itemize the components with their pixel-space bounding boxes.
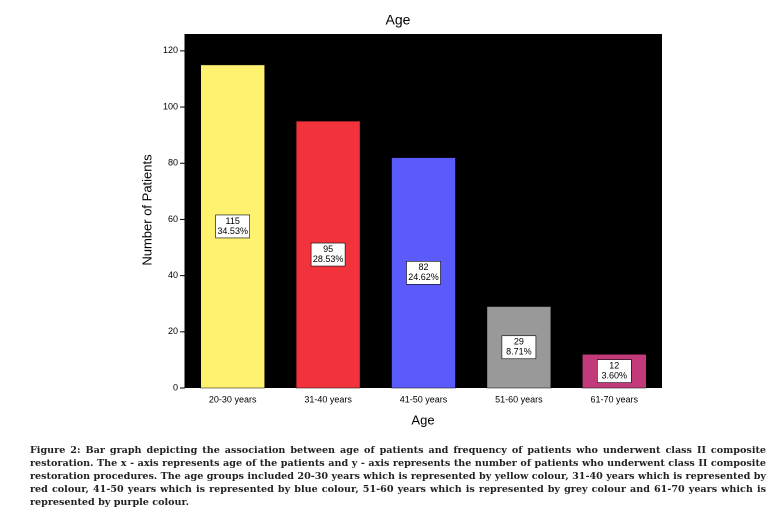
y-tick-label: 120 xyxy=(163,45,178,55)
x-axis-title: Age xyxy=(411,412,434,427)
y-axis-title: Number of Patients xyxy=(139,154,154,266)
y-tick-label: 100 xyxy=(163,101,178,111)
y-tick-label: 60 xyxy=(168,214,178,224)
data-label-box xyxy=(501,335,537,360)
x-tick-label: 61-70 years xyxy=(591,394,639,404)
data-label-value: 82 xyxy=(418,262,428,272)
data-label-value: 29 xyxy=(514,337,524,347)
x-tick-label: 31-40 years xyxy=(304,394,352,404)
y-tick-label: 80 xyxy=(168,158,178,168)
data-label-box xyxy=(596,359,632,383)
chart: Age Age Number of Patients 0 20 40 60 80 100 1… xyxy=(139,12,662,427)
data-label-percent: 34.53% xyxy=(217,226,248,236)
data-label-box xyxy=(310,242,346,267)
caption: Figure 2: Bar graph depicting the associ… xyxy=(30,445,766,508)
x-tick-label: 51-60 years xyxy=(495,394,543,404)
y-tick-label: 40 xyxy=(168,270,178,280)
x-tick-label: 20-30 years xyxy=(209,394,257,404)
data-label-percent: 3.60% xyxy=(602,371,628,381)
data-label-value: 115 xyxy=(226,216,240,226)
chart-title: Age xyxy=(386,12,411,28)
data-label-value: 12 xyxy=(609,361,619,371)
data-label-percent: 24.62% xyxy=(408,272,439,282)
y-tick-label: 0 xyxy=(173,382,178,392)
data-label-percent: 28.53% xyxy=(313,254,344,264)
x-tick-label: 41-50 years xyxy=(400,394,448,404)
data-label-value: 95 xyxy=(323,244,333,254)
data-label-percent: 8.71% xyxy=(506,347,532,357)
y-tick-label: 20 xyxy=(168,326,178,336)
data-label-box xyxy=(215,214,250,239)
data-label-box xyxy=(406,261,441,285)
